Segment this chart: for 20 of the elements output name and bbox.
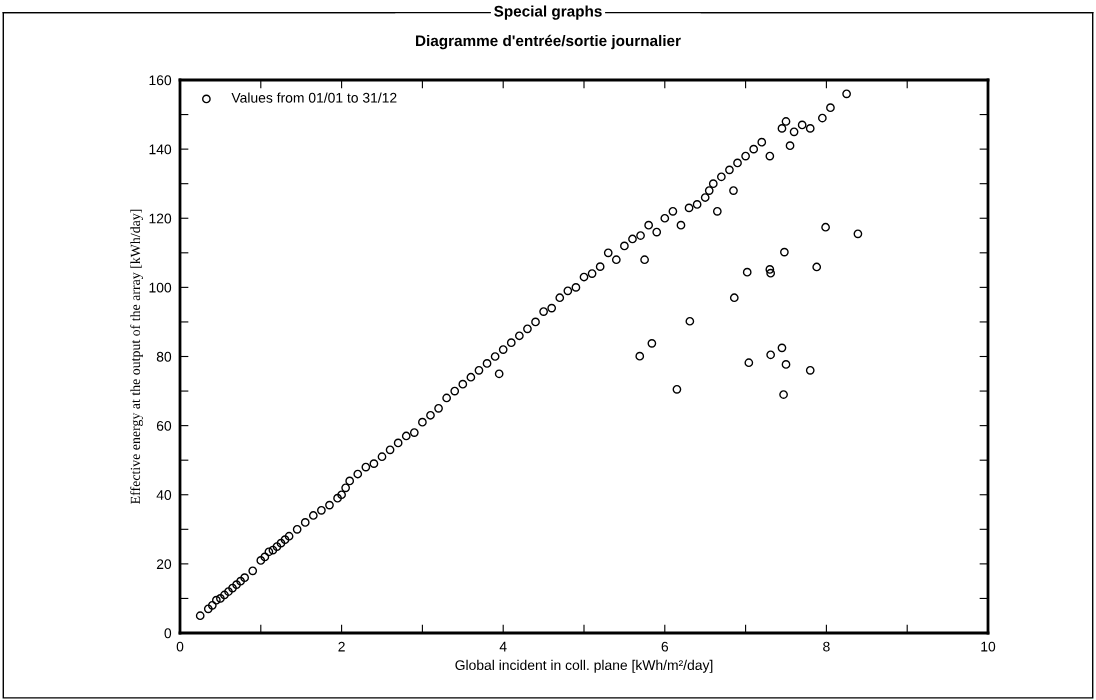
y-tick-label: 20	[156, 559, 172, 570]
chart-subtitle: Diagramme d'entrée/sortie journalier	[416, 34, 681, 50]
x-tick-label: 4	[499, 641, 507, 652]
x-tick-label: 8	[823, 641, 830, 652]
y-tick-label: 140	[149, 144, 172, 155]
chart-title: Special graphs	[494, 5, 602, 20]
y-tick-label: 40	[156, 490, 172, 500]
x-axis-title: Global incident in coll. plane [kWh/m²/day]	[455, 659, 713, 673]
y-axis-title: Effective energy at the output of the array [kWh/day]	[130, 209, 143, 504]
x-tick-label: 6	[661, 641, 669, 652]
x-tick-label: 10	[981, 641, 996, 652]
legend-label: Values from 01/01 to 31/12	[231, 92, 397, 103]
x-tick-label: 2	[338, 641, 345, 652]
y-tick-label: 60	[156, 420, 172, 431]
y-tick-label: 80	[156, 351, 172, 362]
y-tick-label: 160	[149, 75, 172, 86]
x-tick-label: 0	[176, 641, 184, 652]
y-tick-label: 0	[164, 628, 172, 639]
y-tick-label: 120	[149, 213, 172, 224]
y-tick-label: 100	[149, 282, 172, 293]
